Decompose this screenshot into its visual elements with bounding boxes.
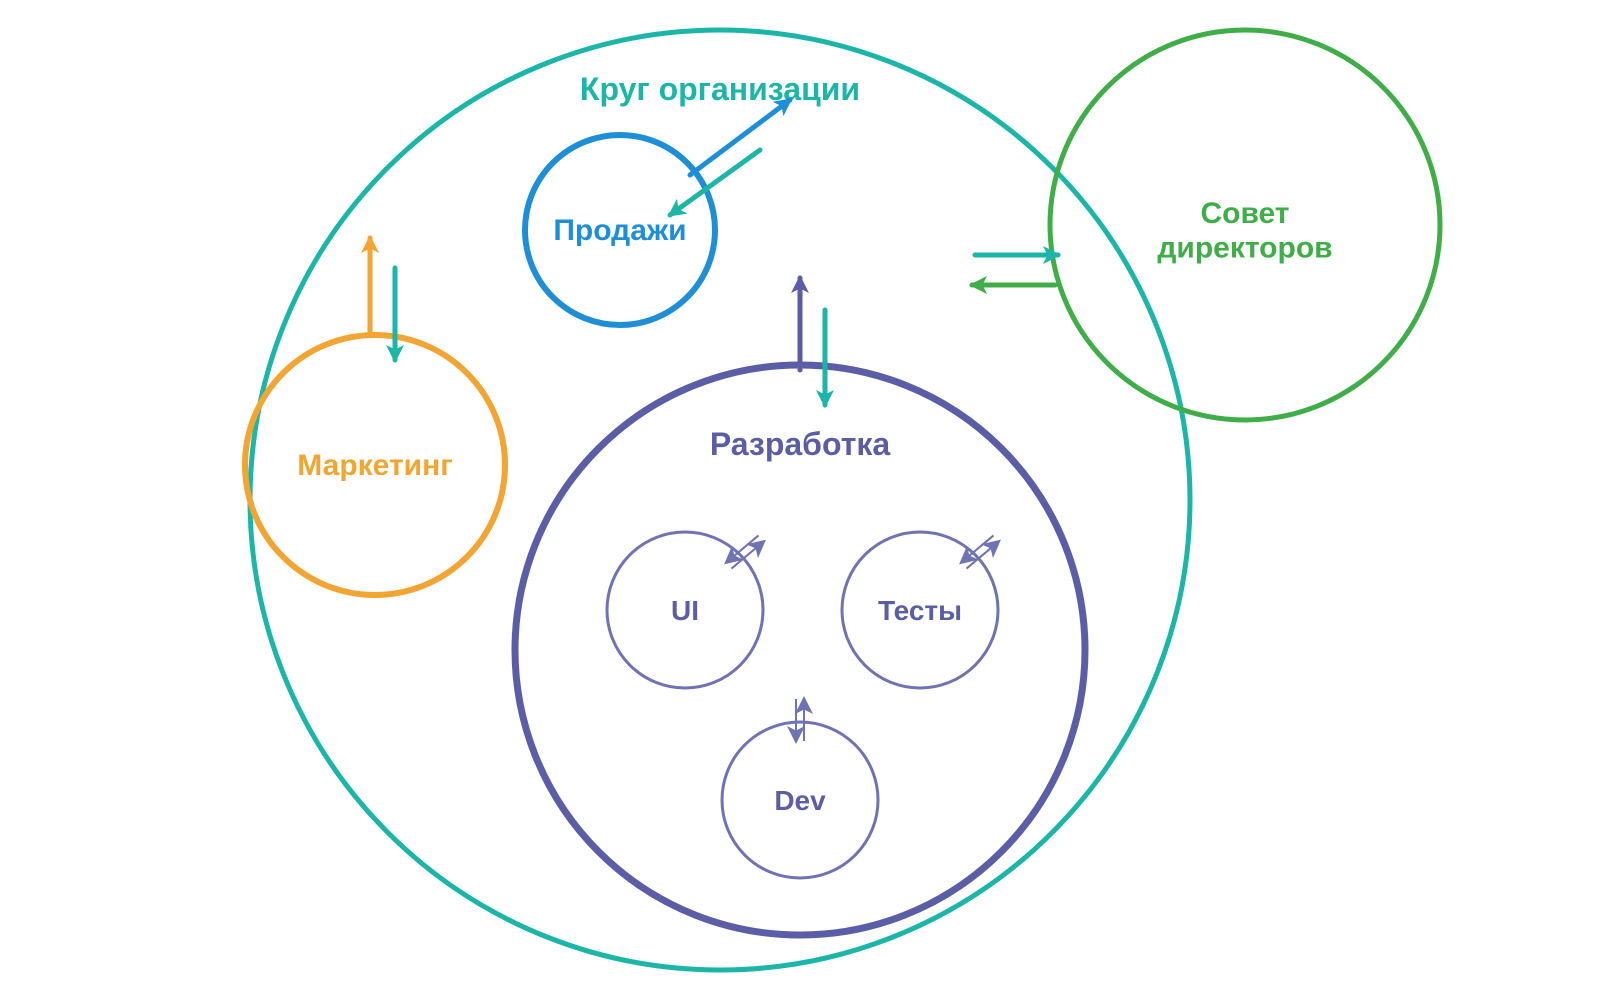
org-circle (250, 30, 1190, 970)
node-label-sales: Продажи (553, 214, 686, 247)
node-label-marketing: Маркетинг (297, 449, 452, 482)
node-label-dev_outer: Разработка (710, 426, 891, 462)
organization-diagram: Круг организации Продажи Маркетинг Советдир… (0, 0, 1600, 1000)
node-label-ui: UI (671, 595, 699, 626)
node-label-tests: Тесты (878, 595, 962, 626)
node-label-dev: Dev (774, 785, 826, 816)
node-label-board: Советдиректоров (1157, 197, 1332, 265)
diagram-title: Круг организации (580, 71, 860, 107)
